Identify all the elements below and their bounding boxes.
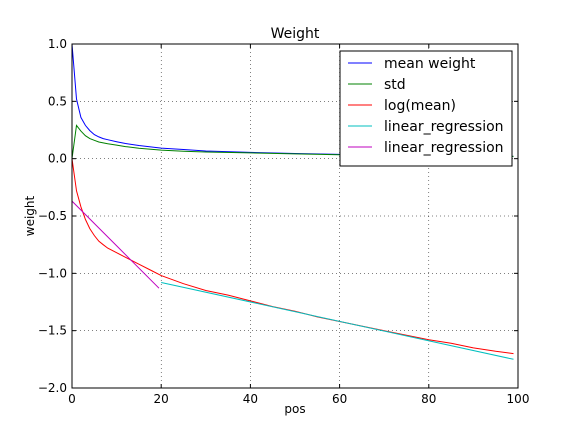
chart-title: Weight [271, 26, 320, 42]
legend-label: linear_regression [384, 140, 504, 156]
legend-label: mean weight [384, 56, 476, 72]
y-axis-label: weight [23, 195, 37, 236]
x-axis-label: pos [284, 402, 305, 416]
y-tick-label: −2.0 [38, 381, 67, 395]
legend-label: log(mean) [384, 98, 456, 114]
y-tick-label: 1.0 [48, 37, 67, 51]
y-tick-label: 0.0 [48, 152, 67, 166]
axis-ticks: 0 20 40 60 80 100 1.0 0.5 0.0 −0.5 −1.0 −1.5 −2.0 [38, 37, 530, 406]
legend: mean weight std log(mean) linear_regression… [339, 50, 513, 167]
x-tick-label: 60 [332, 392, 347, 406]
x-tick-label: 20 [154, 392, 169, 406]
series-line-4 [71, 200, 160, 289]
series-line-2 [71, 158, 514, 355]
x-tick-label: 100 [507, 392, 530, 406]
y-tick-label: −1.0 [38, 266, 67, 280]
x-tick-label: 40 [243, 392, 258, 406]
y-tick-label: −0.5 [38, 209, 67, 223]
y-tick-label: −1.5 [38, 324, 67, 338]
x-tick-label: 0 [68, 392, 76, 406]
legend-label: std [384, 77, 406, 93]
series-line-3 [161, 282, 514, 360]
legend-label: linear_regression [384, 119, 504, 135]
x-tick-label: 80 [421, 392, 436, 406]
y-tick-label: 0.5 [48, 94, 67, 108]
